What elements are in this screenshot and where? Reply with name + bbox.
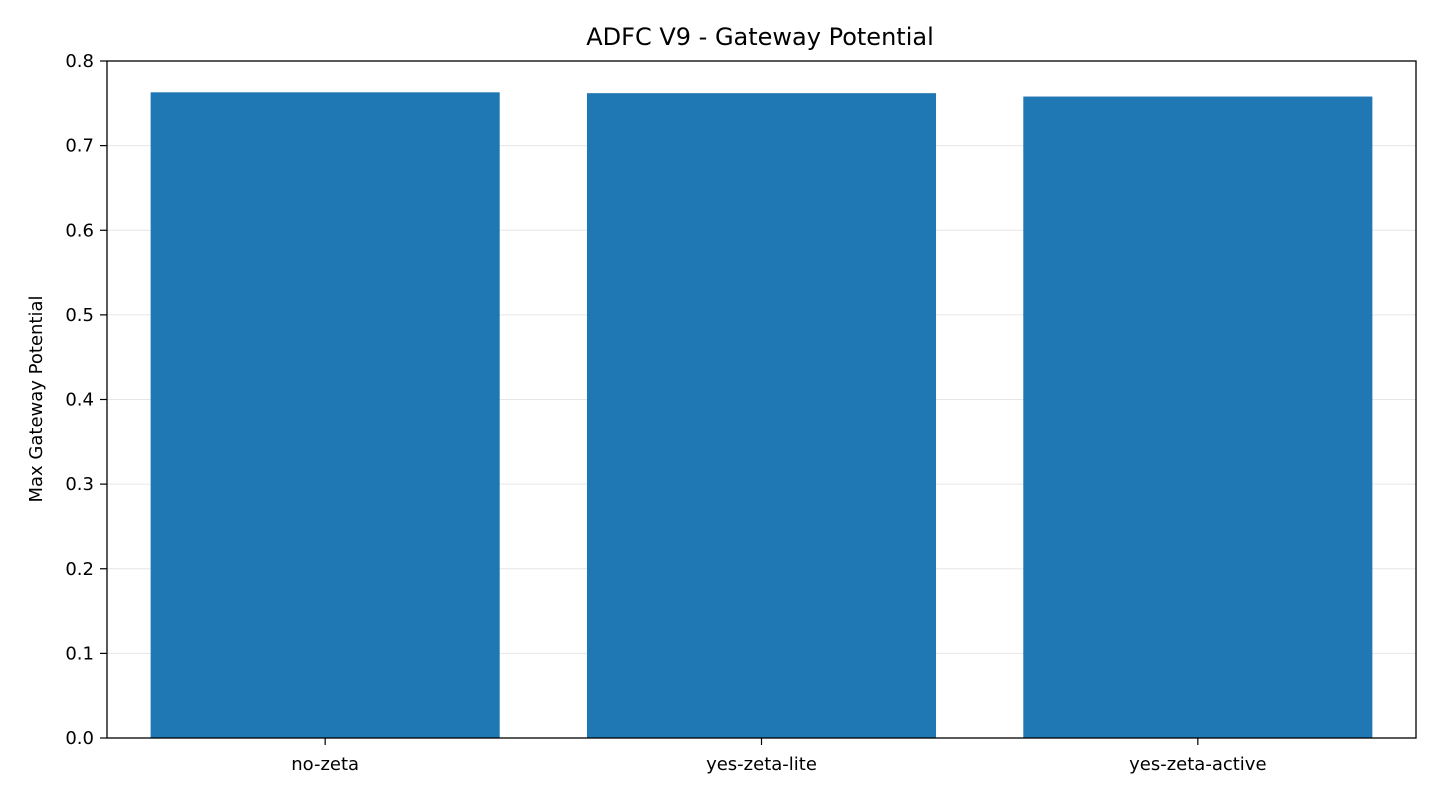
x-ticks: no-zeta yes-zeta-lite yes-zeta-active [291,738,1267,775]
y-ticks: 0.0 0.1 0.2 0.3 0.4 0.5 0.6 0.7 0.8 [65,51,107,749]
y-tick-label: 0.1 [65,643,94,664]
bars [150,92,1373,739]
y-tick-label: 0.7 [65,136,94,157]
y-tick-label: 0.5 [65,305,94,326]
x-tick-label: yes-zeta-lite [706,754,817,775]
bar-no-zeta [150,92,500,738]
y-tick-label: 0.3 [65,474,94,495]
y-tick-label: 0.0 [65,728,94,749]
y-tick-label: 0.8 [65,51,94,72]
y-axis-label: Max Gateway Potential [26,295,47,502]
y-tick-label: 0.4 [65,390,94,411]
bar-yes-zeta-active [1023,96,1373,739]
y-tick-label: 0.6 [65,220,94,241]
x-tick-label: no-zeta [291,754,359,775]
chart-title: ADFC V9 - Gateway Potential [586,23,933,51]
x-tick-label: yes-zeta-active [1129,754,1266,775]
y-tick-label: 0.2 [65,559,94,580]
bar-yes-zeta-lite [586,93,937,739]
